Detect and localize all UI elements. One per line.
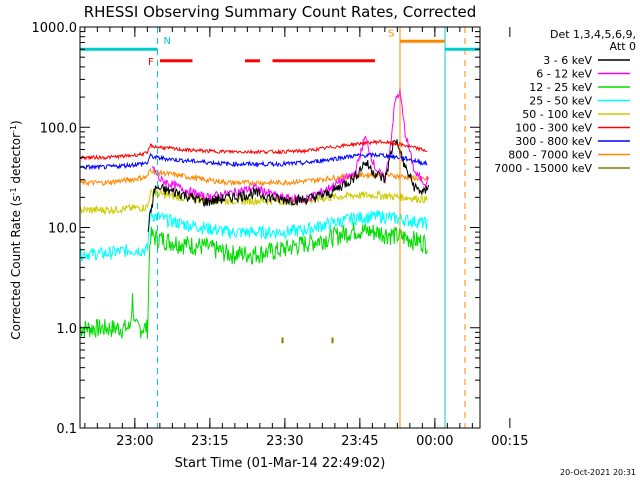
legend-entry-label: 12 - 25 keV — [529, 81, 592, 94]
legend-title-line: Att 0 — [610, 40, 636, 53]
y-label-part: detector — [9, 133, 23, 188]
y-tick-label: 100.0 — [40, 121, 77, 136]
y-label-part: Corrected Count Rate (s — [9, 195, 23, 339]
y-tick-label: 0.1 — [56, 422, 77, 437]
y-label-part: -1 — [9, 125, 18, 133]
series-line-100-300- — [80, 139, 428, 161]
legend-entry-label: 6 - 12 keV — [536, 68, 592, 81]
legend-entry-label: 25 - 50 keV — [529, 95, 592, 108]
x-tick-label: 00:00 — [416, 434, 453, 449]
series-line-12-25- — [80, 222, 428, 340]
y-label-part: ) — [9, 120, 23, 125]
date-stamp: 20-Oct-2021 20:31 — [560, 468, 636, 477]
plot-area: 0.1 1.0 10.0 100.0 1000.0 23:00 23:15 23:30 23:4… — [32, 21, 529, 449]
x-axis-label: Start Time (01-Mar-14 22:49:02) — [175, 456, 386, 471]
legend-entry-label: 300 - 800 keV — [515, 135, 592, 148]
legend-entry-label: 100 - 300 keV — [515, 122, 592, 135]
x-tick-label: 23:00 — [116, 434, 153, 449]
legend-entry-label: 3 - 6 keV — [543, 54, 592, 67]
y-tick-label: 1000.0 — [32, 21, 78, 36]
series-line-800-7000- — [80, 168, 428, 187]
y-tick-label: 1.0 — [56, 322, 77, 337]
annotation-label: S — [388, 28, 394, 39]
x-tick-label: 23:15 — [191, 434, 228, 449]
chart-title: RHESSI Observing Summary Count Rates, Co… — [84, 3, 477, 21]
annotation-label: F — [148, 57, 154, 68]
x-tick-label: 23:30 — [266, 434, 303, 449]
series-line-50-100- — [80, 188, 428, 216]
y-label-part: -1 — [9, 187, 18, 195]
legend-entry-label: 50 - 100 keV — [522, 108, 592, 121]
series-line-25-50- — [80, 208, 428, 262]
annotation-label: N — [164, 36, 171, 47]
x-tick-label: 00:15 — [491, 434, 528, 449]
series-line-300-800- — [80, 152, 428, 171]
legend-entry-label: 800 - 7000 keV — [508, 149, 592, 162]
x-tick-label: 23:45 — [341, 434, 378, 449]
series-line-3-6- — [147, 139, 429, 232]
series-group — [80, 27, 480, 428]
legend-entry-label: 7000 - 15000 keV — [494, 162, 592, 175]
legend-title-line: Det 1,3,4,5,6,9, — [550, 28, 636, 41]
y-tick-label: 10.0 — [48, 222, 77, 237]
y-axis-label: Corrected Count Rate (s-1 detector-1) — [9, 120, 24, 339]
